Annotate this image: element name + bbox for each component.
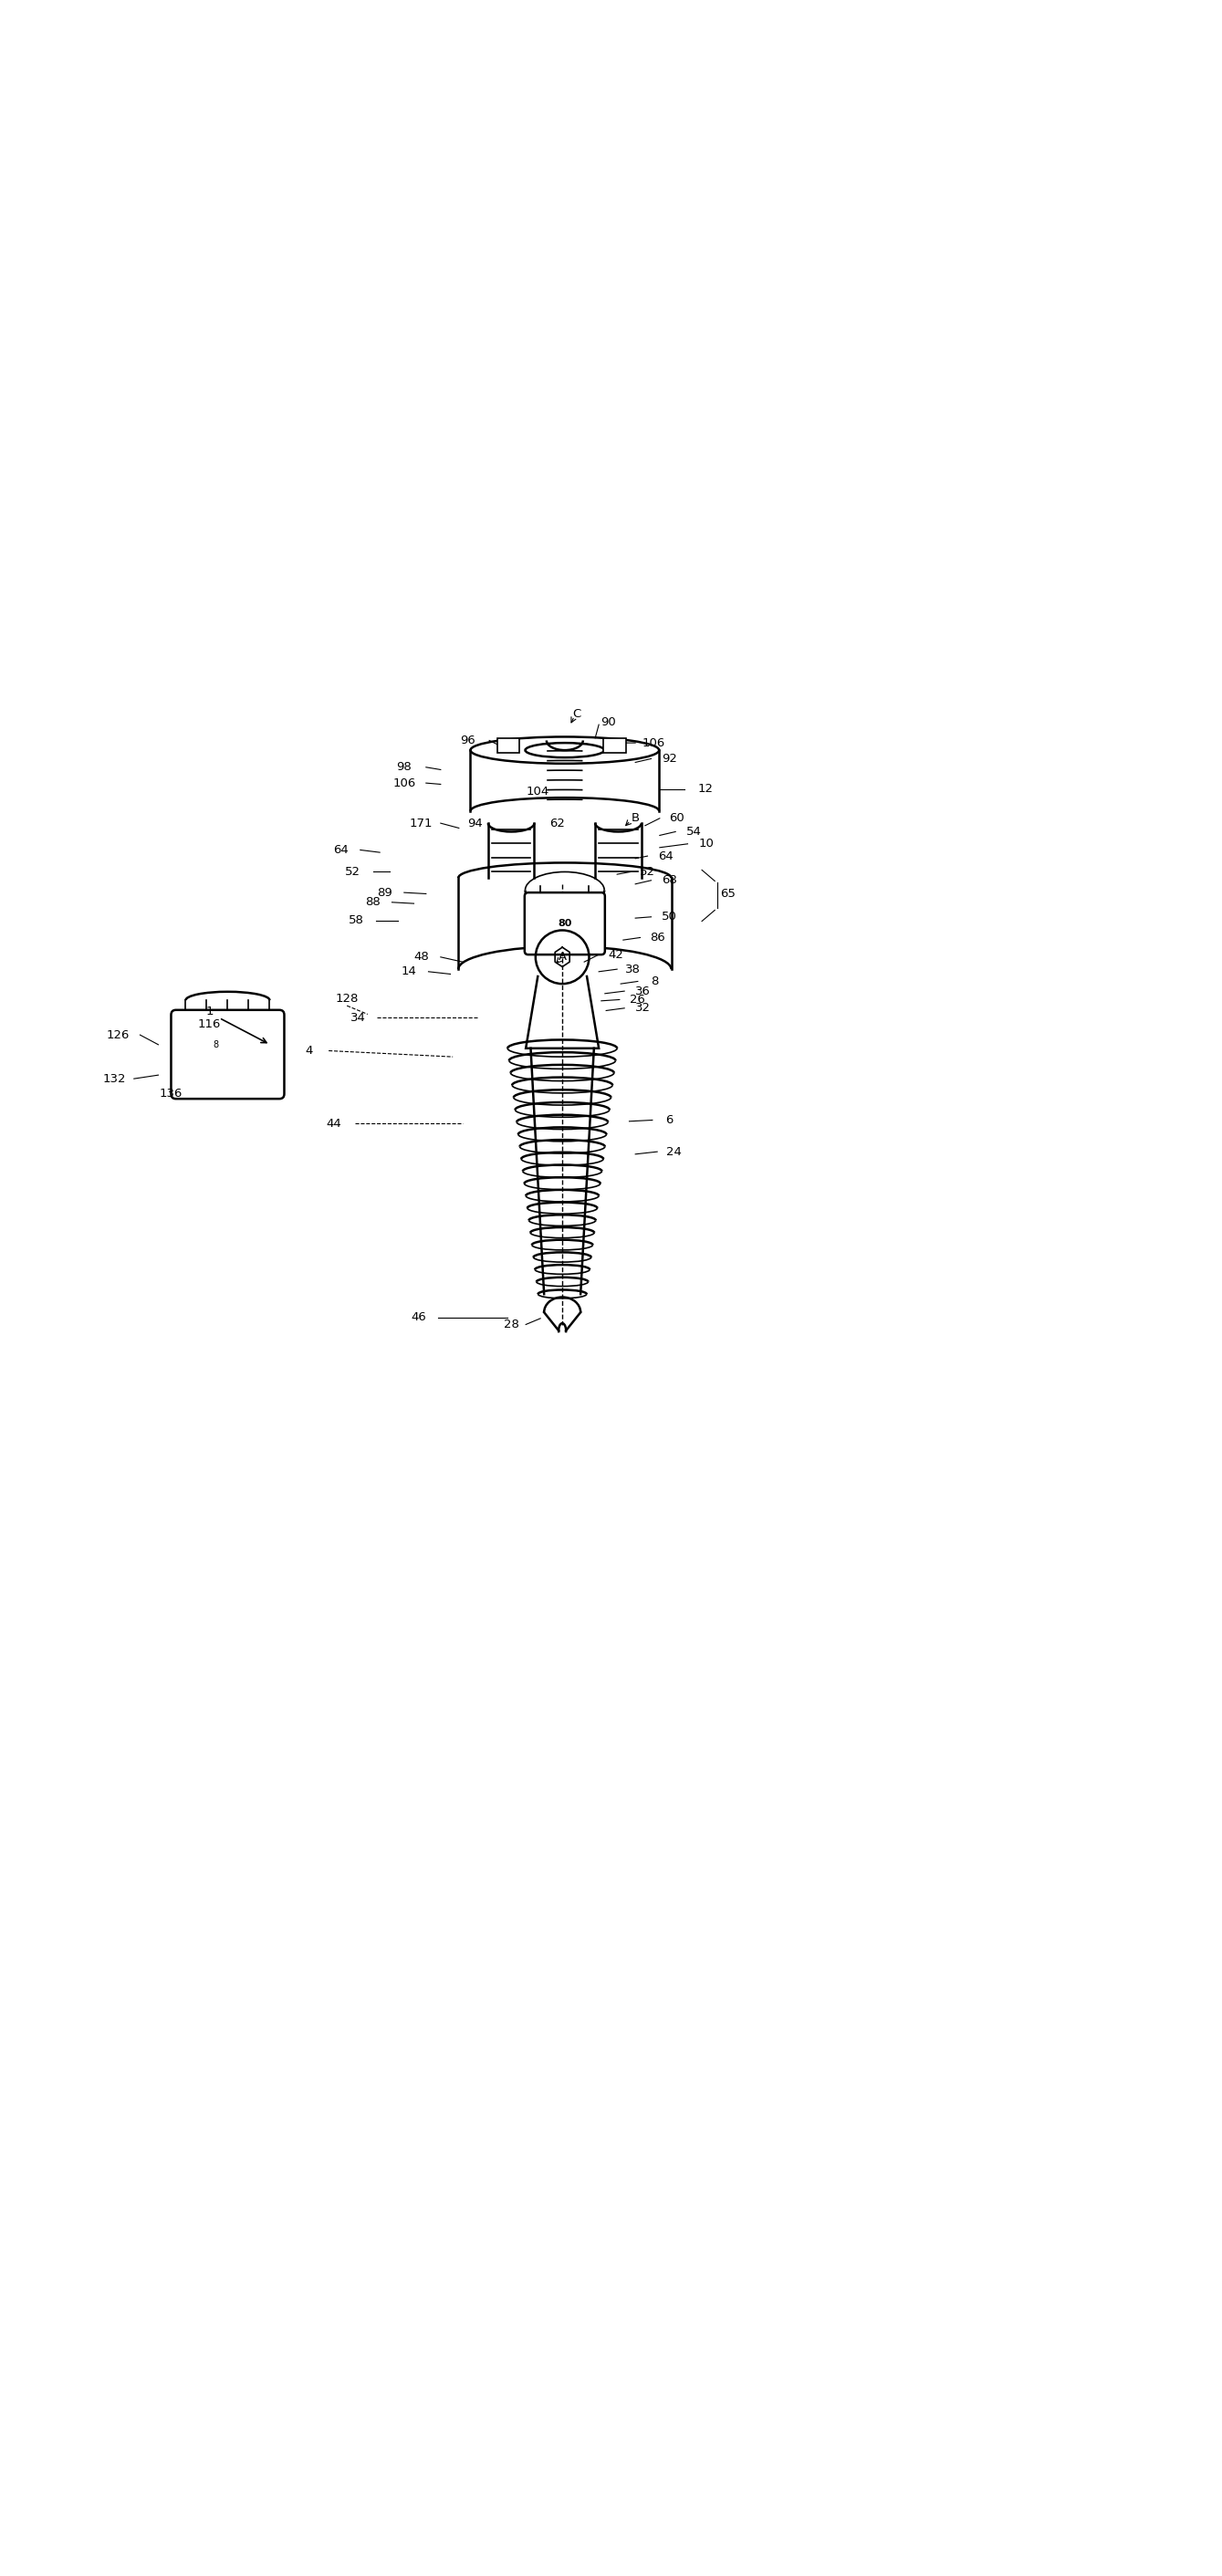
Text: 12: 12 <box>698 783 714 796</box>
Text: 60: 60 <box>670 811 684 824</box>
Text: 24: 24 <box>666 1146 682 1157</box>
Text: 52: 52 <box>346 866 360 878</box>
Text: 6: 6 <box>666 1115 673 1126</box>
Text: 38: 38 <box>626 963 640 976</box>
Text: 86: 86 <box>650 933 665 943</box>
Text: 88: 88 <box>365 896 380 909</box>
Text: 8: 8 <box>651 976 659 987</box>
Text: 1: 1 <box>205 1005 214 1018</box>
Text: 80: 80 <box>557 920 572 927</box>
Text: 68: 68 <box>662 873 677 886</box>
Text: 106: 106 <box>642 737 665 750</box>
Text: 42: 42 <box>609 948 623 961</box>
Text: 58: 58 <box>349 914 364 927</box>
Text: 89: 89 <box>378 886 392 899</box>
Text: 14: 14 <box>401 966 417 976</box>
Text: 65: 65 <box>720 889 736 899</box>
Text: 64: 64 <box>334 845 348 855</box>
Text: 52: 52 <box>640 866 655 878</box>
Text: 62: 62 <box>550 817 565 829</box>
Text: 106: 106 <box>392 778 415 788</box>
Text: 48: 48 <box>413 951 429 963</box>
Text: 50: 50 <box>661 912 677 922</box>
Text: C: C <box>573 708 582 719</box>
Text: 128: 128 <box>335 992 358 1005</box>
Text: 94: 94 <box>467 817 483 829</box>
Text: 132: 132 <box>103 1072 126 1084</box>
Text: B: B <box>632 811 639 824</box>
Text: 36: 36 <box>635 984 650 997</box>
Text: 28: 28 <box>503 1319 519 1329</box>
Text: 171: 171 <box>409 817 433 829</box>
Text: 32: 32 <box>635 1002 650 1015</box>
Text: 10: 10 <box>698 837 714 850</box>
Text: 34: 34 <box>351 1012 365 1023</box>
Text: 46: 46 <box>411 1311 426 1324</box>
Text: 136: 136 <box>159 1087 182 1100</box>
Text: 104: 104 <box>527 786 550 799</box>
Text: 116: 116 <box>198 1018 221 1030</box>
Text: A: A <box>558 951 567 963</box>
Text: 92: 92 <box>661 752 677 765</box>
FancyBboxPatch shape <box>171 1010 285 1100</box>
Text: 8: 8 <box>213 1041 219 1048</box>
Text: 90: 90 <box>601 716 616 729</box>
FancyBboxPatch shape <box>524 891 605 956</box>
Text: 26: 26 <box>631 994 645 1005</box>
Text: 96: 96 <box>459 734 475 747</box>
Text: 54: 54 <box>686 827 701 837</box>
Text: 126: 126 <box>106 1028 130 1041</box>
Text: 44: 44 <box>326 1118 341 1131</box>
Bar <box>604 737 626 752</box>
Bar <box>497 737 519 752</box>
Text: 64: 64 <box>659 850 673 863</box>
Text: 98: 98 <box>396 762 412 773</box>
Text: 4: 4 <box>306 1046 313 1056</box>
